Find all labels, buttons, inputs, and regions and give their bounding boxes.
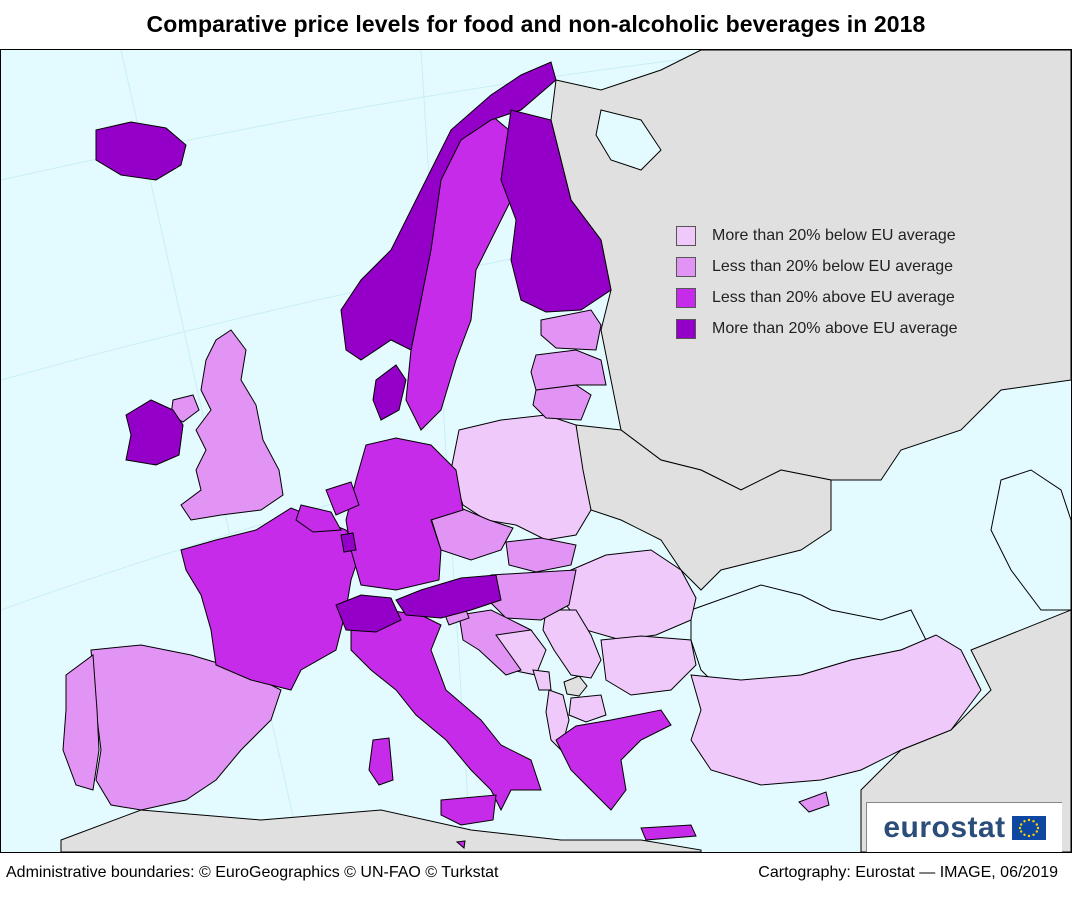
legend-item: More than 20% below EU average bbox=[676, 220, 957, 251]
czechia bbox=[430, 507, 514, 561]
legend-label: More than 20% below EU average bbox=[712, 226, 956, 244]
serbia bbox=[542, 609, 602, 679]
legend: More than 20% below EU average Less than… bbox=[676, 220, 957, 344]
eastern-europe-region bbox=[575, 424, 832, 591]
group-more-than-20-below bbox=[450, 414, 982, 786]
footer: Administrative boundaries: © EuroGeograp… bbox=[0, 852, 1072, 892]
croatia bbox=[458, 609, 533, 676]
logo-text: eurostat bbox=[883, 810, 1006, 844]
sicily bbox=[440, 794, 497, 826]
legend-item: More than 20% above EU average bbox=[676, 313, 957, 344]
group-less-than-20-below bbox=[62, 309, 830, 813]
united-kingdom bbox=[180, 329, 284, 521]
map-area: More than 20% below EU average Less than… bbox=[1, 50, 1071, 852]
title-bar: Comparative price levels for food and no… bbox=[0, 0, 1072, 50]
portugal bbox=[62, 654, 100, 791]
crete bbox=[640, 824, 697, 841]
iceland bbox=[95, 121, 187, 181]
legend-label: Less than 20% above EU average bbox=[712, 288, 955, 306]
legend-swatch bbox=[676, 318, 696, 339]
cyprus bbox=[798, 791, 830, 813]
europe-map bbox=[1, 50, 1071, 852]
non-covered-land bbox=[60, 50, 1071, 852]
luxembourg bbox=[340, 532, 357, 553]
white-sea bbox=[595, 109, 662, 171]
estonia bbox=[540, 309, 602, 351]
switzerland bbox=[335, 594, 402, 633]
legend-swatch bbox=[676, 225, 696, 246]
eu-flag-icon bbox=[1011, 815, 1046, 840]
legend-swatch bbox=[676, 256, 696, 277]
denmark bbox=[372, 364, 407, 421]
north-macedonia bbox=[568, 694, 607, 723]
netherlands bbox=[325, 481, 360, 516]
legend-item: Less than 20% above EU average bbox=[676, 282, 957, 313]
bulgaria bbox=[600, 635, 697, 696]
italy bbox=[350, 609, 542, 812]
eurostat-logo: eurostat bbox=[866, 802, 1062, 852]
kosovo-region bbox=[563, 675, 588, 697]
greece bbox=[555, 709, 672, 811]
spain bbox=[90, 644, 282, 811]
legend-item: Less than 20% below EU average bbox=[676, 251, 957, 282]
norway bbox=[340, 61, 557, 361]
belgium bbox=[295, 504, 342, 533]
caspian-sea bbox=[990, 469, 1071, 611]
ireland bbox=[125, 399, 184, 466]
map-title: Comparative price levels for food and no… bbox=[146, 11, 926, 37]
legend-label: More than 20% above EU average bbox=[712, 319, 958, 337]
middle-east-region bbox=[860, 609, 1071, 852]
montenegro bbox=[532, 669, 552, 691]
legend-swatch bbox=[676, 287, 696, 308]
france bbox=[180, 507, 362, 691]
north-africa-region bbox=[60, 809, 702, 852]
turkey bbox=[690, 634, 982, 786]
footer-attribution: Administrative boundaries: © EuroGeograp… bbox=[6, 864, 499, 881]
footer-cartography: Cartography: Eurostat — IMAGE, 06/2019 bbox=[758, 864, 1058, 881]
eu-stars-icon bbox=[1018, 818, 1039, 837]
finland bbox=[500, 109, 612, 313]
germany bbox=[345, 437, 464, 591]
malta bbox=[455, 840, 466, 849]
legend-label: Less than 20% below EU average bbox=[712, 257, 954, 275]
austria bbox=[395, 574, 502, 619]
slovakia bbox=[505, 537, 577, 573]
group-more-than-20-above bbox=[95, 61, 612, 633]
latvia bbox=[530, 349, 607, 391]
sardinia bbox=[368, 737, 394, 786]
